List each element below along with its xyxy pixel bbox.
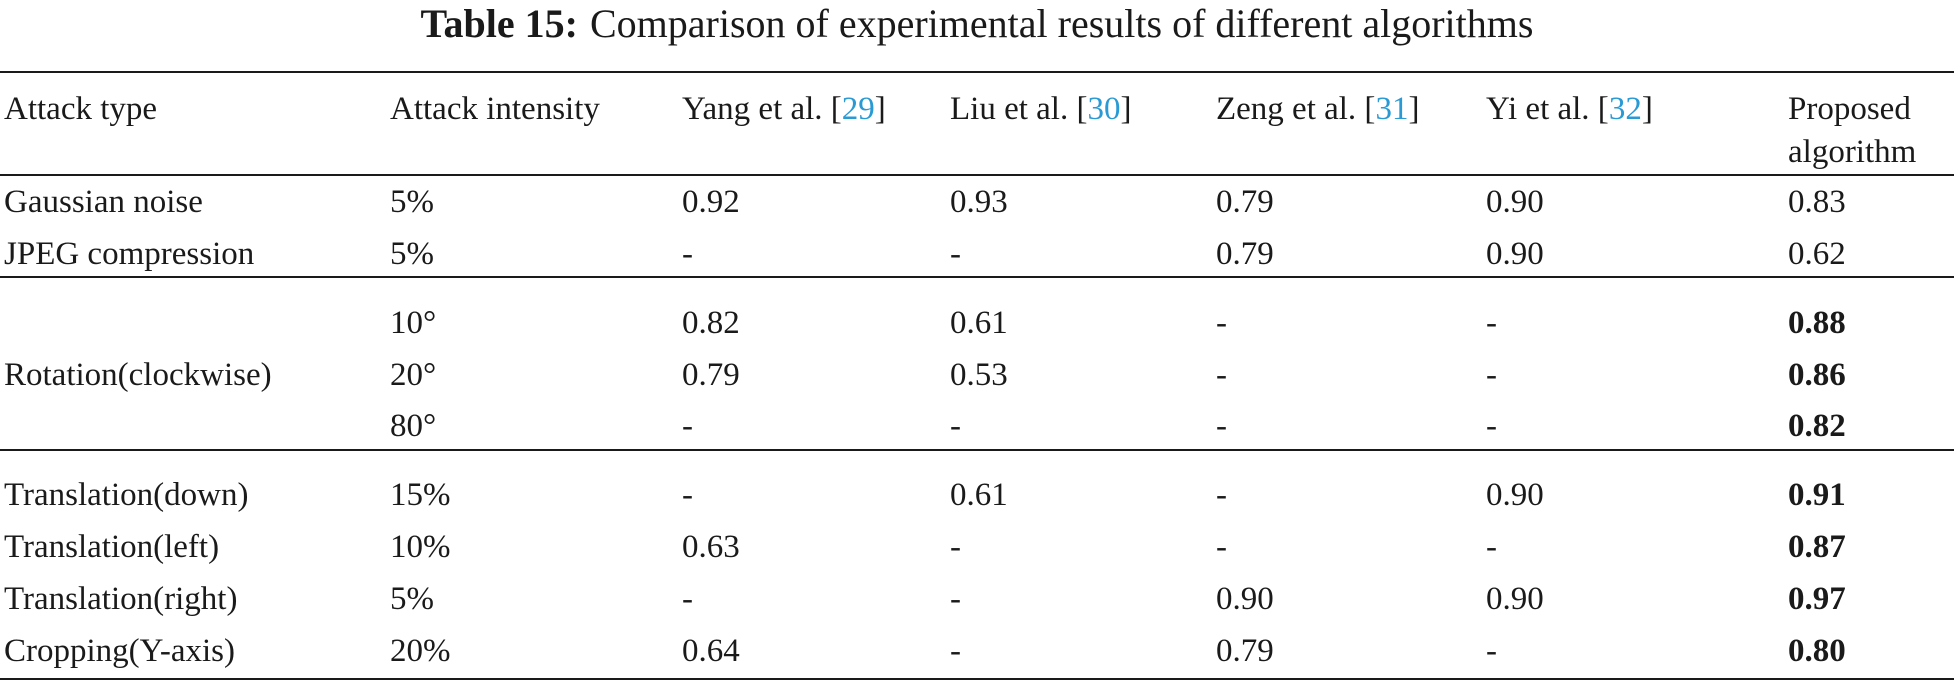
row-attack-type: Gaussian noise: [4, 184, 203, 220]
row-zeng-value: -: [1216, 357, 1227, 393]
row-yang-value: 0.92: [682, 184, 740, 220]
row-zeng-value: 0.79: [1216, 236, 1274, 272]
row-attack-intensity: 10%: [390, 529, 451, 565]
row-zeng-value: -: [1216, 477, 1227, 513]
citation-link-32[interactable]: 32: [1608, 91, 1642, 127]
row-zeng-value: 0.79: [1216, 184, 1274, 220]
row-yi-value: -: [1486, 408, 1497, 444]
row-attack-type: Translation(left): [4, 529, 220, 565]
row-zeng-value: 0.79: [1216, 633, 1274, 669]
row-attack-type: Rotation(clockwise): [4, 357, 272, 393]
row-liu-value: -: [950, 581, 961, 617]
row-yang-value: 0.79: [682, 357, 740, 393]
row-liu-value: -: [950, 633, 961, 669]
header-attack-type: Attack type: [4, 91, 158, 127]
row-proposed-value: 0.88: [1788, 305, 1846, 341]
row-attack-type: Translation(right): [4, 581, 238, 617]
row-proposed-value: 0.83: [1788, 184, 1846, 220]
row-attack-intensity: 20°: [390, 357, 437, 393]
citation-link-30[interactable]: 30: [1087, 91, 1121, 127]
header-rule: [0, 174, 1954, 176]
citation-link-31[interactable]: 31: [1375, 91, 1409, 127]
row-yi-value: -: [1486, 529, 1497, 565]
row-proposed-value: 0.91: [1788, 477, 1846, 513]
row-attack-intensity: 80°: [390, 408, 437, 444]
caption-label: Table 15:: [420, 1, 578, 46]
group-rule-2: [0, 449, 1954, 451]
row-zeng-value: -: [1216, 408, 1227, 444]
row-attack-intensity: 15%: [390, 477, 451, 513]
row-liu-value: -: [950, 408, 961, 444]
row-proposed-value: 0.86: [1788, 357, 1846, 393]
row-attack-type: Cropping(Y-axis): [4, 633, 235, 669]
row-yi-value: -: [1486, 305, 1497, 341]
row-yi-value: 0.90: [1486, 581, 1544, 617]
row-attack-intensity: 5%: [390, 581, 434, 617]
row-yang-value: -: [682, 581, 693, 617]
header-liu: Liu et al. [30]: [950, 91, 1132, 127]
row-yi-value: -: [1486, 633, 1497, 669]
header-zeng: Zeng et al. [31]: [1216, 91, 1420, 127]
row-zeng-value: -: [1216, 529, 1227, 565]
row-yi-value: -: [1486, 357, 1497, 393]
group-rule-1: [0, 276, 1954, 278]
row-attack-intensity: 10°: [390, 305, 437, 341]
row-yang-value: 0.64: [682, 633, 740, 669]
row-yi-value: 0.90: [1486, 236, 1544, 272]
header-attack-intensity: Attack intensity: [390, 91, 600, 127]
row-proposed-value: 0.62: [1788, 236, 1846, 272]
caption-text: Comparison of experimental results of di…: [589, 1, 1534, 46]
row-yi-value: 0.90: [1486, 184, 1544, 220]
bottom-rule: [0, 678, 1954, 680]
row-yang-value: -: [682, 477, 693, 513]
row-attack-intensity: 5%: [390, 184, 434, 220]
row-liu-value: 0.61: [950, 305, 1008, 341]
row-liu-value: -: [950, 236, 961, 272]
row-liu-value: 0.53: [950, 357, 1008, 393]
row-attack-type: Translation(down): [4, 477, 249, 513]
header-proposed-line1: Proposed: [1788, 91, 1911, 127]
top-rule: [0, 71, 1954, 73]
row-attack-type: JPEG compression: [4, 236, 255, 272]
row-yi-value: 0.90: [1486, 477, 1544, 513]
header-yang: Yang et al. [29]: [682, 91, 886, 127]
row-yang-value: 0.63: [682, 529, 740, 565]
row-yang-value: -: [682, 408, 693, 444]
row-liu-value: 0.93: [950, 184, 1008, 220]
header-yi: Yi et al. [32]: [1486, 91, 1653, 127]
row-attack-intensity: 5%: [390, 236, 434, 272]
row-proposed-value: 0.87: [1788, 529, 1846, 565]
row-proposed-value: 0.82: [1788, 408, 1846, 444]
row-yang-value: 0.82: [682, 305, 740, 341]
citation-link-29[interactable]: 29: [841, 91, 875, 127]
row-liu-value: 0.61: [950, 477, 1008, 513]
row-zeng-value: 0.90: [1216, 581, 1274, 617]
table-caption: Table 15: Comparison of experimental resu…: [0, 0, 1954, 52]
row-liu-value: -: [950, 529, 961, 565]
header-proposed-line2: algorithm: [1788, 134, 1917, 170]
row-attack-intensity: 20%: [390, 633, 451, 669]
row-proposed-value: 0.80: [1788, 633, 1846, 669]
row-zeng-value: -: [1216, 305, 1227, 341]
row-yang-value: -: [682, 236, 693, 272]
row-proposed-value: 0.97: [1788, 581, 1846, 617]
